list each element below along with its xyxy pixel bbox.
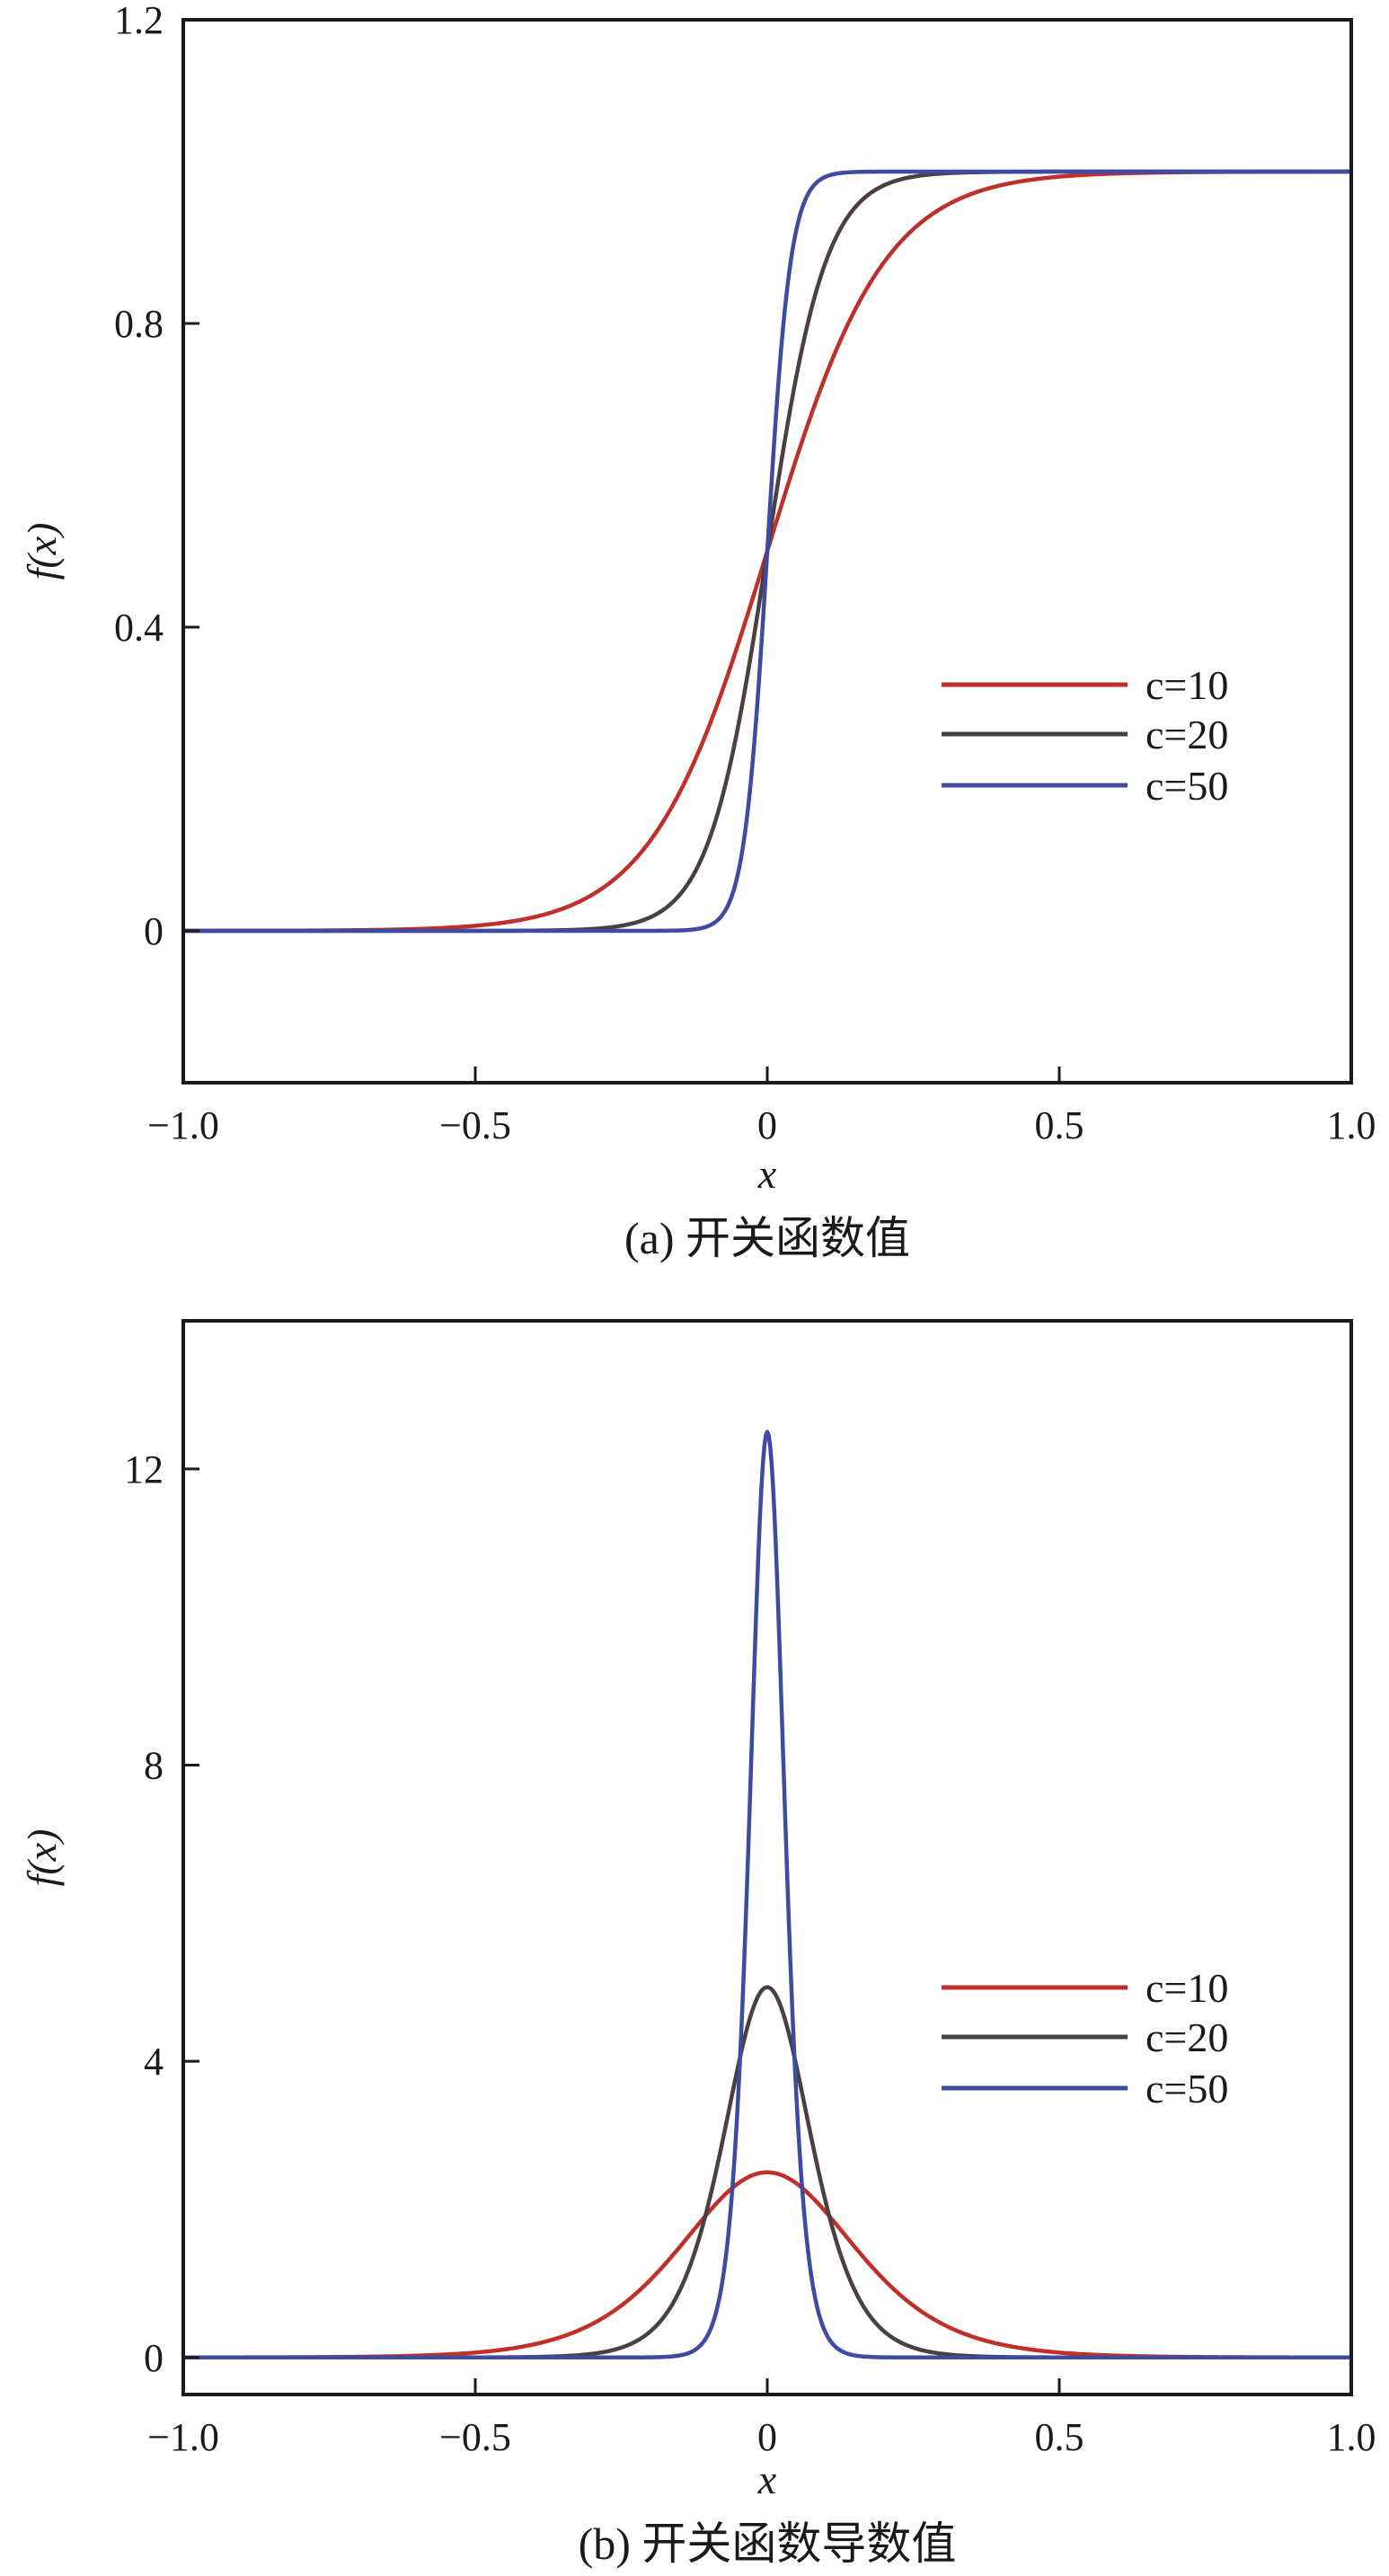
y-tick-label: 4 xyxy=(144,2040,164,2084)
y-tick-label: 12 xyxy=(124,1447,164,1492)
series-line-c10 xyxy=(183,2170,1351,2360)
y-tick-label: 0 xyxy=(144,909,164,953)
series-line-c50 xyxy=(183,169,1351,934)
y-tick-label: 0 xyxy=(144,2336,164,2380)
x-tick-label: 1.0 xyxy=(1327,1103,1376,1147)
x-tick-label: −0.5 xyxy=(439,2415,511,2459)
panel-caption: (b) 开关函数导数值 xyxy=(579,2518,957,2569)
y-tick-label: 0.8 xyxy=(114,302,164,346)
x-tick-label: 0.5 xyxy=(1035,1103,1084,1147)
legend-label-c20: c=20 xyxy=(1146,712,1228,757)
y-tick-label: 0.4 xyxy=(114,606,164,650)
y-axis-label: f(x) xyxy=(19,523,65,580)
x-tick-label: −0.5 xyxy=(439,1103,511,1147)
x-tick-label: 0 xyxy=(757,1103,777,1147)
panel-caption: (a) 开关函数值 xyxy=(624,1213,910,1263)
plot-frame xyxy=(181,1319,1353,2396)
y-axis-label: f(x) xyxy=(19,1829,65,1887)
legend-label-c10: c=10 xyxy=(1146,1965,1228,2011)
legend-label-c10: c=10 xyxy=(1146,662,1228,708)
x-tick-label: −1.0 xyxy=(147,2415,219,2459)
legend-label-c50: c=50 xyxy=(1146,763,1228,809)
panel-b: −1.0 −0.5 0 0.5 1.0 0 4 8 12 x f(x) c=10c=20 c=50 (b)… xyxy=(19,1319,1376,2569)
x-axis-label: x xyxy=(757,2456,777,2502)
panel-a: −1.0 −0.5 0 0.5 1.0 0 0.4 0.8 1.2 x f(x) c=10c=20 c=… xyxy=(19,0,1376,1263)
x-tick-label: −1.0 xyxy=(147,1103,219,1147)
y-tick-label: 8 xyxy=(144,1743,164,1787)
legend-label-c20: c=20 xyxy=(1146,2014,1228,2060)
x-tick-label: 0.5 xyxy=(1035,2415,1084,2459)
x-axis-label: x xyxy=(757,1151,777,1197)
x-tick-label: 0 xyxy=(757,2415,777,2459)
y-tick-label: 1.2 xyxy=(114,0,164,42)
series-line-c50 xyxy=(183,1430,1351,2360)
legend-label-c50: c=50 xyxy=(1146,2066,1228,2111)
x-tick-label: 1.0 xyxy=(1327,2415,1376,2459)
